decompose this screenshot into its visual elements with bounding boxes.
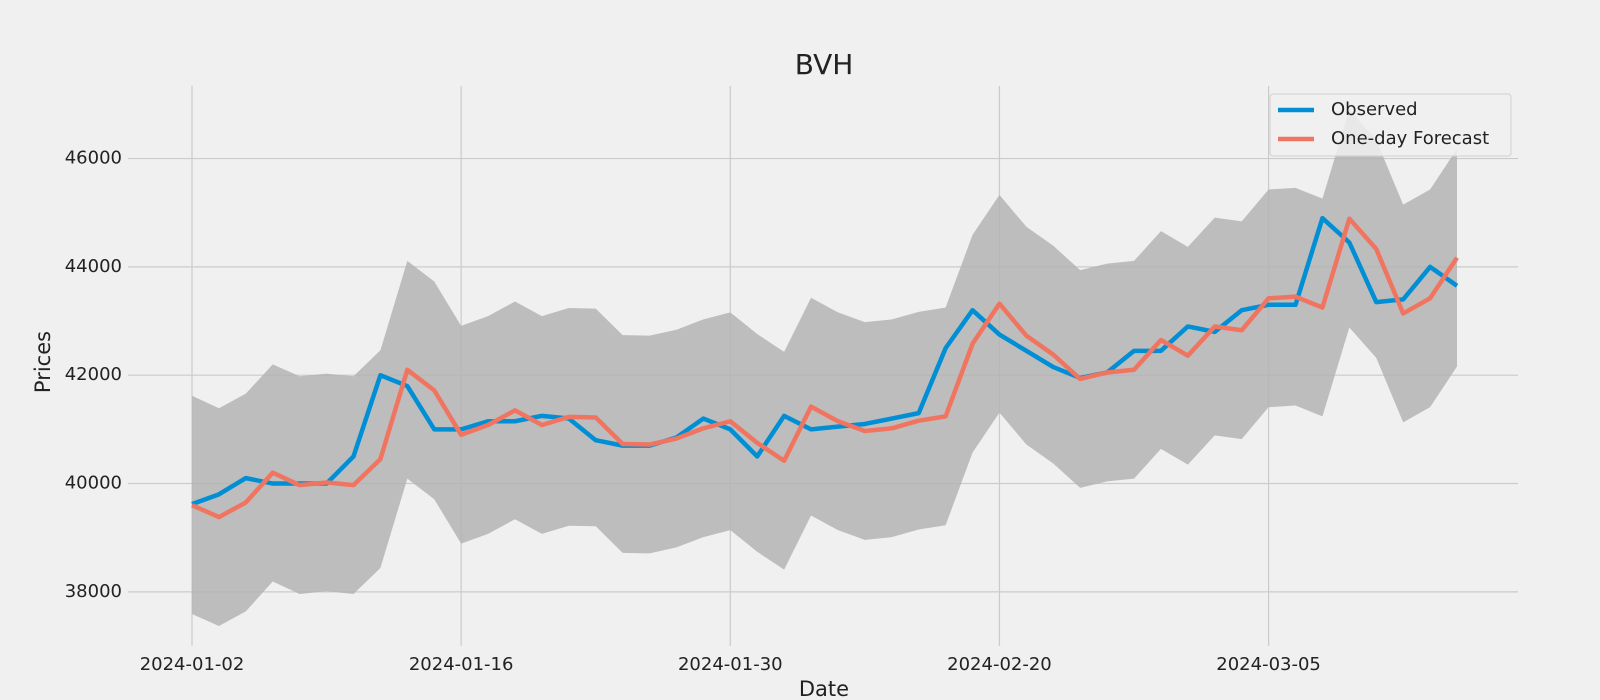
x-tick-label: 2024-03-05 bbox=[1216, 654, 1321, 675]
x-tick-label: 2024-01-02 bbox=[140, 654, 245, 675]
x-tick-label: 2024-02-20 bbox=[947, 654, 1052, 675]
legend-label: One-day Forecast bbox=[1331, 128, 1489, 149]
y-tick-label: 46000 bbox=[65, 148, 122, 169]
y-axis-label: Prices bbox=[31, 331, 55, 393]
y-tick-label: 42000 bbox=[65, 364, 122, 385]
lines-layer bbox=[191, 215, 1459, 520]
y-tick-label: 40000 bbox=[65, 473, 122, 494]
chart-title: BVH bbox=[795, 48, 854, 81]
legend-label: Observed bbox=[1331, 99, 1418, 120]
x-axis-label: Date bbox=[799, 677, 849, 700]
y-tick-label: 38000 bbox=[65, 581, 122, 602]
band-layer bbox=[192, 109, 1457, 626]
legend: Observed One-day Forecast bbox=[1269, 93, 1512, 157]
ticks-layer: 38000 40000 42000 44000 46000 2024-01-02 2024-… bbox=[65, 148, 1321, 675]
confidence-band bbox=[192, 109, 1457, 626]
x-tick-label: 2024-01-16 bbox=[409, 654, 514, 675]
line-series bbox=[191, 216, 1459, 520]
legend-box bbox=[1269, 93, 1512, 157]
y-tick-label: 44000 bbox=[65, 256, 122, 277]
x-tick-label: 2024-01-30 bbox=[678, 654, 783, 675]
